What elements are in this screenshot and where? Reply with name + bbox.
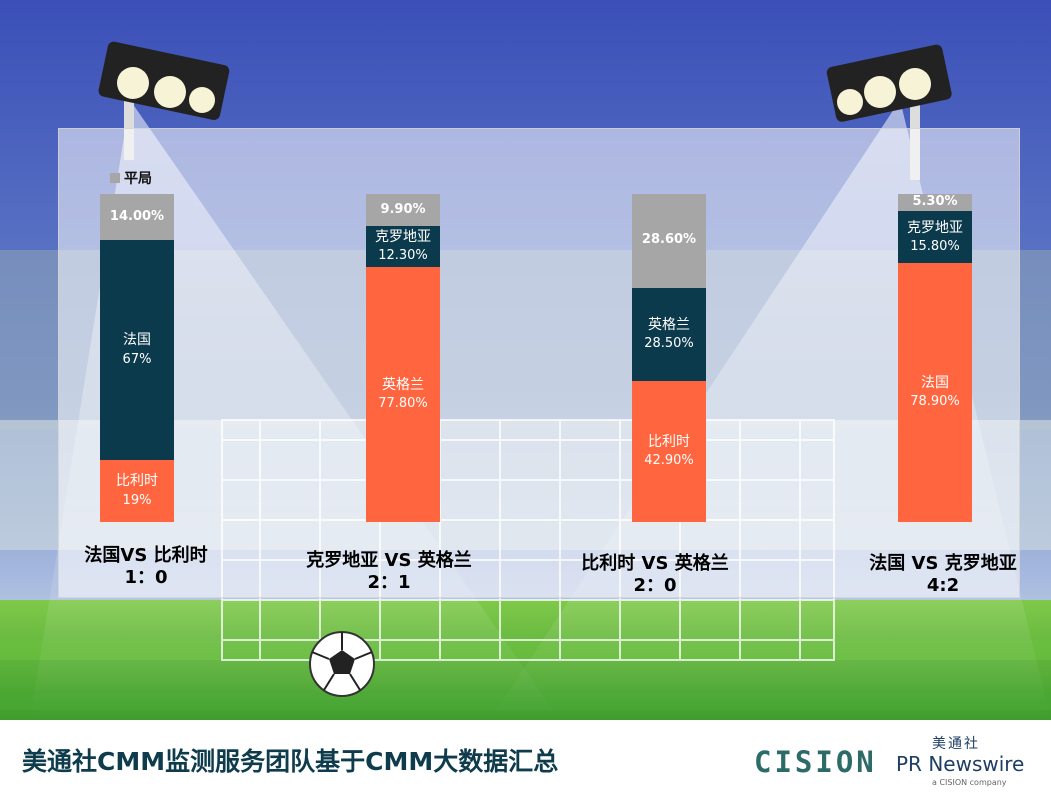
bar-match-2: 英格兰 77.80% 克罗地亚 12.30% 9.90% (366, 194, 440, 522)
segment-label: 英格兰 (648, 316, 690, 333)
segment-value-label: 14.00% (109, 208, 165, 224)
segment-label: 法国 (123, 332, 151, 349)
bar-segment: 5.30% (898, 194, 972, 212)
bar-segment: 28.60% (632, 194, 706, 288)
bar-segment: 法国 78.90% (898, 263, 972, 522)
segment-label: 英格兰 (382, 376, 424, 393)
chart-panel (58, 128, 1020, 598)
segment-value-label: 15.80% (910, 239, 960, 254)
pr-newswire-logo-cn: 美通社 (932, 736, 980, 752)
match-score: 4:2 (926, 575, 960, 596)
legend-swatch-draw (110, 173, 120, 183)
bar-segment: 克罗地亚 15.80% (898, 211, 972, 264)
segment-value-label: 77.80% (378, 396, 428, 412)
bar-match-3: 比利时 42.90% 英格兰 28.50% 28.60% (632, 194, 706, 522)
bar-segment: 比利时 42.90% (632, 381, 706, 522)
bar-segment: 英格兰 77.80% (366, 266, 440, 522)
segment-value-label: 78.90% (910, 394, 960, 410)
footer-title: 美通社CMM监测服务团队基于CMM大数据汇总 (22, 747, 559, 776)
football-icon (309, 631, 375, 697)
segment-label: 克罗地亚 (907, 219, 963, 236)
pr-newswire-logo: PR Newswire (896, 752, 1025, 776)
segment-value-label: 42.90% (644, 453, 694, 469)
bar-segment: 比利时 19% (100, 459, 174, 522)
match-title: 比利时 VS 英格兰 (581, 553, 729, 574)
match-title: 克罗地亚 VS 英格兰 (306, 550, 472, 571)
floodlight-left-icon (98, 41, 230, 160)
segment-label: 比利时 (648, 434, 690, 451)
bar-segment: 克罗地亚 12.30% (366, 226, 440, 267)
bar-segment: 9.90% (366, 194, 440, 227)
bar-segment: 法国 67% (100, 239, 174, 460)
match-score: 2：1 (367, 572, 411, 593)
match-score: 2：0 (633, 575, 677, 596)
segment-value-label: 28.50% (644, 336, 694, 352)
segment-value-label: 12.30% (378, 248, 428, 264)
footer (0, 720, 1051, 806)
segment-value-label: 67% (122, 351, 152, 367)
bar-segment: 英格兰 28.50% (632, 287, 706, 382)
match-label-1: 法国VS 比利时 1：0 (46, 545, 246, 589)
bar-match-4: 法国 78.90% 克罗地亚 15.80% 5.30% (898, 194, 972, 522)
bar-segment: 14.00% (100, 194, 174, 240)
legend-label-draw: 平局 (124, 171, 152, 187)
match-title: 法国VS 比利时 (84, 545, 208, 566)
match-score: 1：0 (124, 567, 168, 588)
match-label-2: 克罗地亚 VS 英格兰 2：1 (289, 550, 489, 594)
cision-logo: CISION (754, 745, 877, 779)
segment-value-label: 9.90% (380, 201, 426, 217)
pr-newswire-logo-sub: a CISION company (932, 778, 1007, 787)
bar-match-1: 比利时 19% 法国 67% 14.00% (100, 194, 174, 522)
match-label-4: 法国 VS 克罗地亚 4:2 (843, 553, 1043, 597)
segment-value-label: 19% (122, 492, 152, 508)
segment-label: 克罗地亚 (375, 229, 431, 246)
match-label-3: 比利时 VS 英格兰 2：0 (555, 553, 755, 597)
chart-legend: 平局 (110, 169, 152, 187)
segment-label: 法国 (921, 375, 949, 392)
segment-value-label: 5.30% (912, 194, 958, 210)
segment-value-label: 28.60% (641, 232, 697, 248)
match-title: 法国 VS 克罗地亚 (869, 553, 1017, 574)
segment-label: 比利时 (116, 473, 158, 490)
